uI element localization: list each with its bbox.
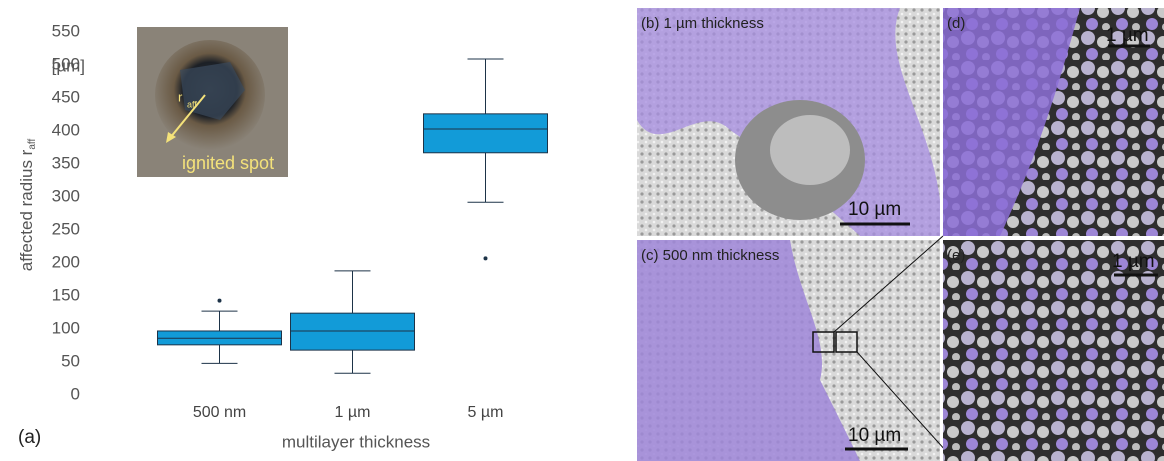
y-tick-label: 400 — [52, 120, 80, 139]
inset-caption: ignited spot — [182, 153, 274, 173]
x-tick-label: 500 nm — [193, 404, 246, 421]
panel-e-scale: 1 µm — [1112, 251, 1155, 272]
y-tick-label: 450 — [52, 87, 80, 106]
y-axis-label: affected radius raff — [17, 139, 37, 272]
y-tick-label: 50 — [61, 351, 80, 370]
panel-b-label: (b) 1 µm thickness — [641, 15, 764, 32]
micrograph-d: (d) 1 µm — [943, 8, 1164, 236]
y-tick-label: 350 — [52, 153, 80, 172]
panel-c-label: (c) 500 nm thickness — [641, 247, 779, 264]
box — [290, 312, 415, 351]
y-tick-label: 300 — [52, 186, 80, 205]
micrograph-b: (b) 1 µm thickness 10 µm — [637, 8, 940, 236]
y-tick-label: 550 — [52, 21, 80, 40]
y-label-main: affected radius r — [17, 149, 36, 271]
x-tick-label: 5 µm — [468, 404, 504, 421]
y-tick-label: 0 — [71, 384, 80, 403]
y-unit: [µm] — [52, 56, 85, 75]
y-tick-label: 100 — [52, 318, 80, 337]
x-axis-label: multilayer thickness — [282, 432, 430, 451]
y-tick-label: 500 — [52, 54, 80, 73]
x-tick-label: 1 µm — [335, 404, 371, 421]
micrograph-e: (e) 1 µm — [943, 240, 1164, 461]
panel-e-label: (e) — [947, 247, 965, 264]
micrograph-c: (c) 500 nm thickness 10 µm — [637, 235, 956, 461]
panel-c-scale: 10 µm — [848, 425, 901, 446]
inset-photo: r aff ignited spot — [137, 27, 288, 177]
outlier — [483, 256, 488, 261]
y-label-sub: aff — [27, 139, 38, 150]
outlier — [217, 298, 222, 303]
box — [423, 113, 548, 154]
panel-d-scale: 1 µm — [1106, 25, 1149, 46]
y-tick-label: 200 — [52, 252, 80, 271]
panel-label: (a) — [18, 427, 41, 448]
inset-r: r — [178, 89, 183, 104]
y-tick-label: 250 — [52, 219, 80, 238]
inset-r-sub: aff — [187, 99, 197, 109]
y-tick-label: 150 — [52, 285, 80, 304]
panel-b-scale: 10 µm — [848, 199, 901, 220]
panel-d-label: (d) — [947, 15, 965, 32]
